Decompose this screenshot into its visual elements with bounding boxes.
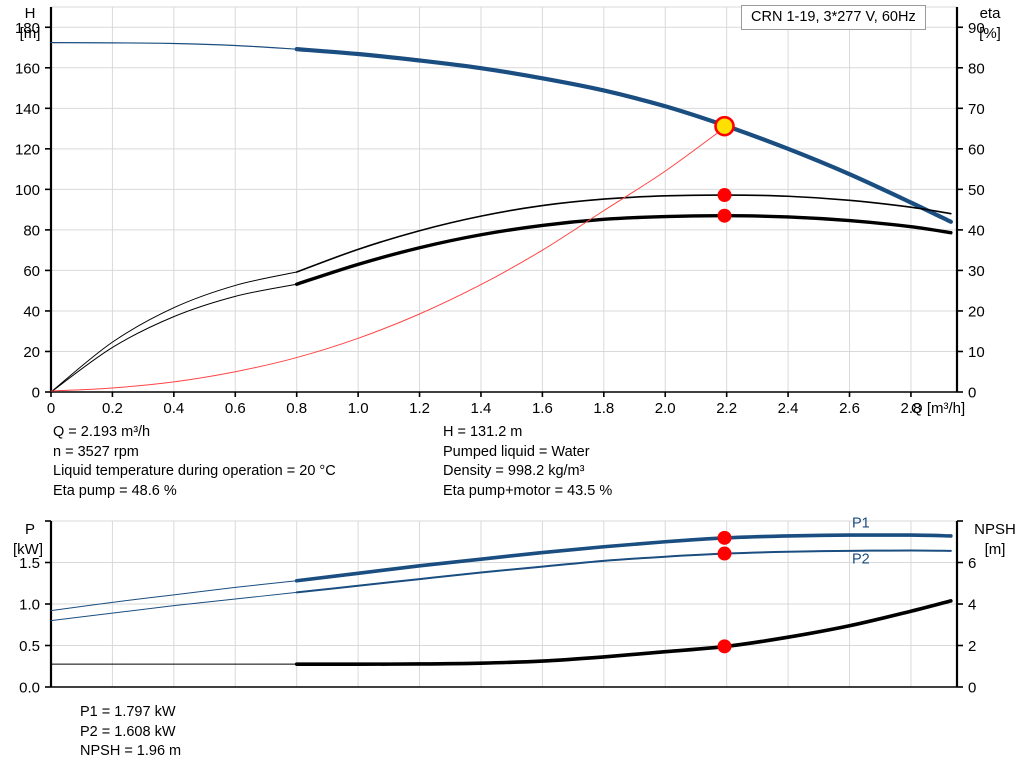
eta-axis-tick: 20 — [968, 303, 985, 320]
q-axis-tick: 2.4 — [778, 400, 799, 417]
efficiency-marker-dot[interactable] — [717, 188, 732, 203]
curve-npsh-duty-range-thick — [294, 599, 953, 666]
curve-eta-pump-duty-range-thick — [295, 194, 952, 273]
npsh-axis-label: NPSH — [974, 521, 1016, 538]
p-axis-tick: 1.0 — [19, 597, 40, 614]
p1-curve-label: P1 — [852, 516, 870, 532]
q-axis-tick: 1.8 — [593, 400, 614, 417]
eta-axis-tick: 80 — [968, 60, 985, 77]
duty-readout-left: Q = 2.193 m³/h n = 3527 rpm Liquid tempe… — [53, 423, 336, 501]
duty-readout-right: H = 131.2 m Pumped liquid = Water Densit… — [443, 423, 612, 501]
npsh-axis-tick: 4 — [968, 597, 976, 614]
power-marker-dot[interactable] — [717, 546, 732, 561]
q-axis-tick: 0.4 — [163, 400, 184, 417]
eta-axis-tick: 90 — [968, 20, 985, 37]
chart-title: CRN 1-19, 3*277 V, 60Hz — [751, 9, 916, 25]
readout-pumped-liquid: Pumped liquid = Water — [443, 443, 590, 460]
q-axis-tick: 1.2 — [409, 400, 430, 417]
q-axis-tick: 0 — [47, 400, 55, 417]
h-axis-tick: 60 — [23, 263, 40, 280]
curve-p2-duty-range-thick — [295, 549, 952, 594]
h-axis-tick: 20 — [23, 344, 40, 361]
curve-eta-pump-motor-full-range-thin — [50, 283, 298, 393]
curve-p1-duty-range-thick — [294, 533, 953, 583]
h-axis-tick: 40 — [23, 303, 40, 320]
curve-eta-pump-full-range-thin — [50, 271, 298, 393]
q-axis-tick: 2.0 — [655, 400, 676, 417]
readout-p2: P2 = 1.608 kW — [80, 723, 176, 740]
npsh-axis-tick: 6 — [968, 555, 976, 572]
readout-npsh: NPSH = 1.96 m — [80, 743, 182, 759]
p-axis-tick: 1.5 — [19, 555, 40, 572]
curve-p1-full-range-thin — [50, 580, 298, 612]
q-axis-tick: 0.2 — [102, 400, 123, 417]
eta-axis-tick: 40 — [968, 222, 985, 239]
h-axis-tick: 180 — [15, 20, 40, 37]
h-axis-tick: 160 — [15, 60, 40, 77]
readout-head: H = 131.2 m — [443, 424, 523, 440]
curve-system-duty-curve — [50, 125, 728, 392]
q-axis-tick: 2.6 — [839, 400, 860, 417]
power-marker-dot[interactable] — [717, 530, 732, 545]
p-axis-tick: 0.5 — [19, 638, 40, 655]
readout-liquid-temperature: Liquid temperature during operation = 20… — [53, 463, 336, 479]
npsh-axis-tick: 0 — [968, 680, 976, 697]
q-axis-tick: 0.8 — [286, 400, 307, 417]
readout-p1: P1 = 1.797 kW — [80, 704, 176, 720]
readout-speed: n = 3527 rpm — [53, 443, 139, 460]
eta-axis-tick: 0 — [968, 385, 976, 402]
head-efficiency-chart: 0 20 40 60 80 100 120 140 160 180 0 10 20 30 40 50 60 70 8… — [15, 5, 1002, 417]
power-readout: P1 = 1.797 kW P2 = 1.608 kW NPSH = 1.96 … — [80, 703, 181, 762]
efficiency-marker-dot[interactable] — [717, 208, 732, 223]
eta-axis-tick: 10 — [968, 344, 985, 361]
chart-title-box: CRN 1-19, 3*277 V, 60Hz — [741, 5, 926, 30]
readout-eta-pump: Eta pump = 48.6 % — [53, 482, 177, 499]
h-axis-tick: 100 — [15, 182, 40, 199]
eta-axis-unit: [%] — [979, 25, 1001, 42]
eta-axis-tick: 60 — [968, 141, 985, 158]
q-axis-tick: 1.4 — [471, 400, 492, 417]
readout-eta-pump-motor: Eta pump+motor = 43.5 % — [443, 482, 613, 499]
h-axis-tick: 80 — [23, 222, 40, 239]
q-axis-tick: 1.6 — [532, 400, 553, 417]
q-axis-tick: 2.8 — [901, 400, 922, 417]
power-marker-dot[interactable] — [717, 639, 732, 654]
eta-axis-tick: 70 — [968, 101, 985, 118]
p-axis-label: P — [25, 521, 35, 538]
eta-axis-label: eta — [980, 5, 1002, 22]
p2-curve-label: P2 — [852, 551, 870, 567]
h-axis-label: H — [25, 5, 36, 22]
readout-density: Density = 998.2 kg/m³ — [443, 463, 585, 479]
npsh-axis-unit: [m] — [985, 541, 1006, 558]
npsh-axis-tick: 2 — [968, 638, 976, 655]
p-axis-unit: [kW] — [13, 541, 43, 558]
q-axis-tick: 1.0 — [348, 400, 369, 417]
curve-p2-full-range-thin — [50, 591, 298, 622]
h-axis-tick: 140 — [15, 101, 40, 118]
curve-eta-pump-motor-duty-range-thick — [294, 213, 953, 286]
h-axis-tick: 0 — [32, 385, 40, 402]
h-axis-tick: 120 — [15, 141, 40, 158]
curve-h-head-curve-duty-range-thick — [294, 47, 953, 224]
curve-h-head-curve-full-range-thin — [50, 42, 298, 50]
q-axis-label: Q [m³/h] — [911, 400, 965, 417]
eta-axis-tick: 30 — [968, 263, 985, 280]
power-npsh-chart: 0.0 0.5 1.0 1.5 0 2 4 6 P [kW] NPSH [m] P1 P2 — [13, 516, 1016, 697]
p-axis-tick: 0.0 — [19, 680, 40, 697]
readout-flow: Q = 2.193 m³/h — [53, 424, 151, 440]
h-axis-unit: [m] — [20, 25, 41, 42]
duty-point-marker[interactable] — [714, 115, 735, 137]
eta-axis-tick: 50 — [968, 182, 985, 199]
q-axis-tick: 2.2 — [716, 400, 737, 417]
q-axis-tick: 0.6 — [225, 400, 246, 417]
